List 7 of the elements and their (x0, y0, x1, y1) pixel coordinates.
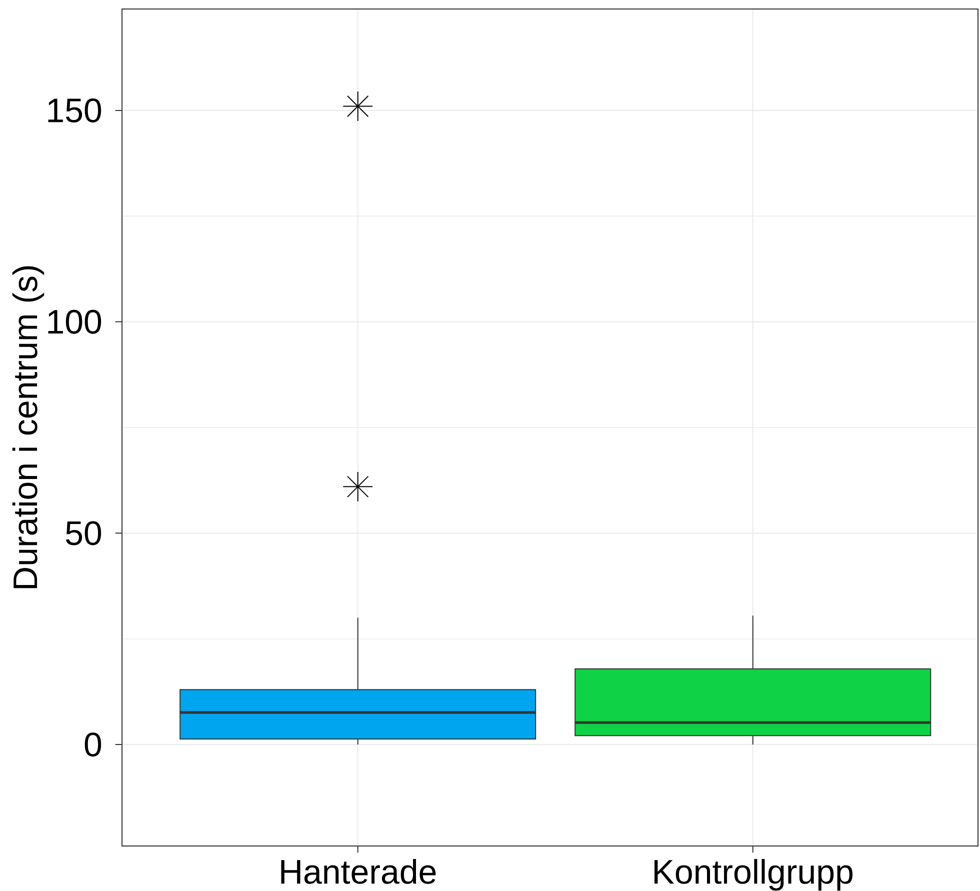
x-tick-label: Hanterade (281, 858, 436, 884)
y-tick-label: 50 (66, 521, 102, 546)
y-tick-label: 100 (48, 310, 102, 334)
x-tick-label: Kontrollgrupp (654, 858, 853, 891)
y-tick-label: 0 (84, 732, 102, 757)
y-tick-label: 150 (48, 98, 102, 122)
y-axis-title: Duration i centrum (s) (12, 266, 44, 588)
